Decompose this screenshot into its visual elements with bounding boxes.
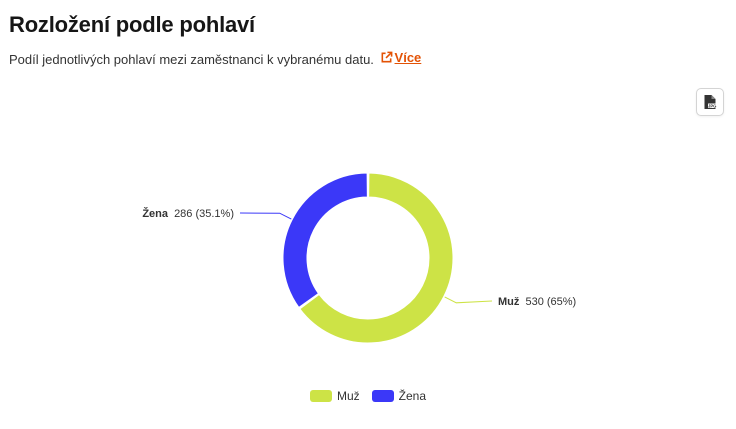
export-jpg-button[interactable]: JPG bbox=[696, 88, 724, 116]
legend-swatch-muz bbox=[309, 390, 332, 402]
label-zena-detail: 286 (35.1%) bbox=[174, 208, 234, 220]
leader-line-zena bbox=[239, 212, 292, 220]
legend-item-muz[interactable]: Muž bbox=[309, 389, 360, 403]
label-muz-detail: 530 (65%) bbox=[525, 296, 576, 308]
label-muz: Muž 530 (65%) bbox=[498, 296, 576, 308]
label-zena-name: Žena bbox=[142, 207, 169, 220]
more-link[interactable]: Více bbox=[380, 50, 422, 65]
legend-label-muz: Muž bbox=[336, 389, 360, 403]
label-muz-name: Muž bbox=[498, 296, 520, 308]
leader-line-muz bbox=[444, 296, 493, 304]
page-title: Rozložení podle pohlaví bbox=[9, 12, 255, 37]
more-link-label: Více bbox=[394, 50, 422, 65]
external-link-icon bbox=[381, 51, 392, 63]
legend-swatch-zena bbox=[371, 390, 394, 402]
slice-muz[interactable] bbox=[299, 172, 454, 344]
chart-legend: Muž Žena bbox=[0, 389, 736, 403]
label-zena: Žena 286 (35.1%) bbox=[142, 207, 234, 220]
jpg-file-icon: JPG bbox=[704, 95, 717, 109]
description-text: Podíl jednotlivých pohlaví mezi zaměstna… bbox=[9, 52, 374, 67]
legend-item-zena[interactable]: Žena bbox=[371, 389, 427, 403]
jpg-label: JPG bbox=[708, 103, 716, 108]
page-description: Podíl jednotlivých pohlaví mezi zaměstna… bbox=[9, 50, 421, 67]
slice-zena[interactable] bbox=[282, 172, 368, 308]
legend-label-zena: Žena bbox=[398, 389, 427, 403]
